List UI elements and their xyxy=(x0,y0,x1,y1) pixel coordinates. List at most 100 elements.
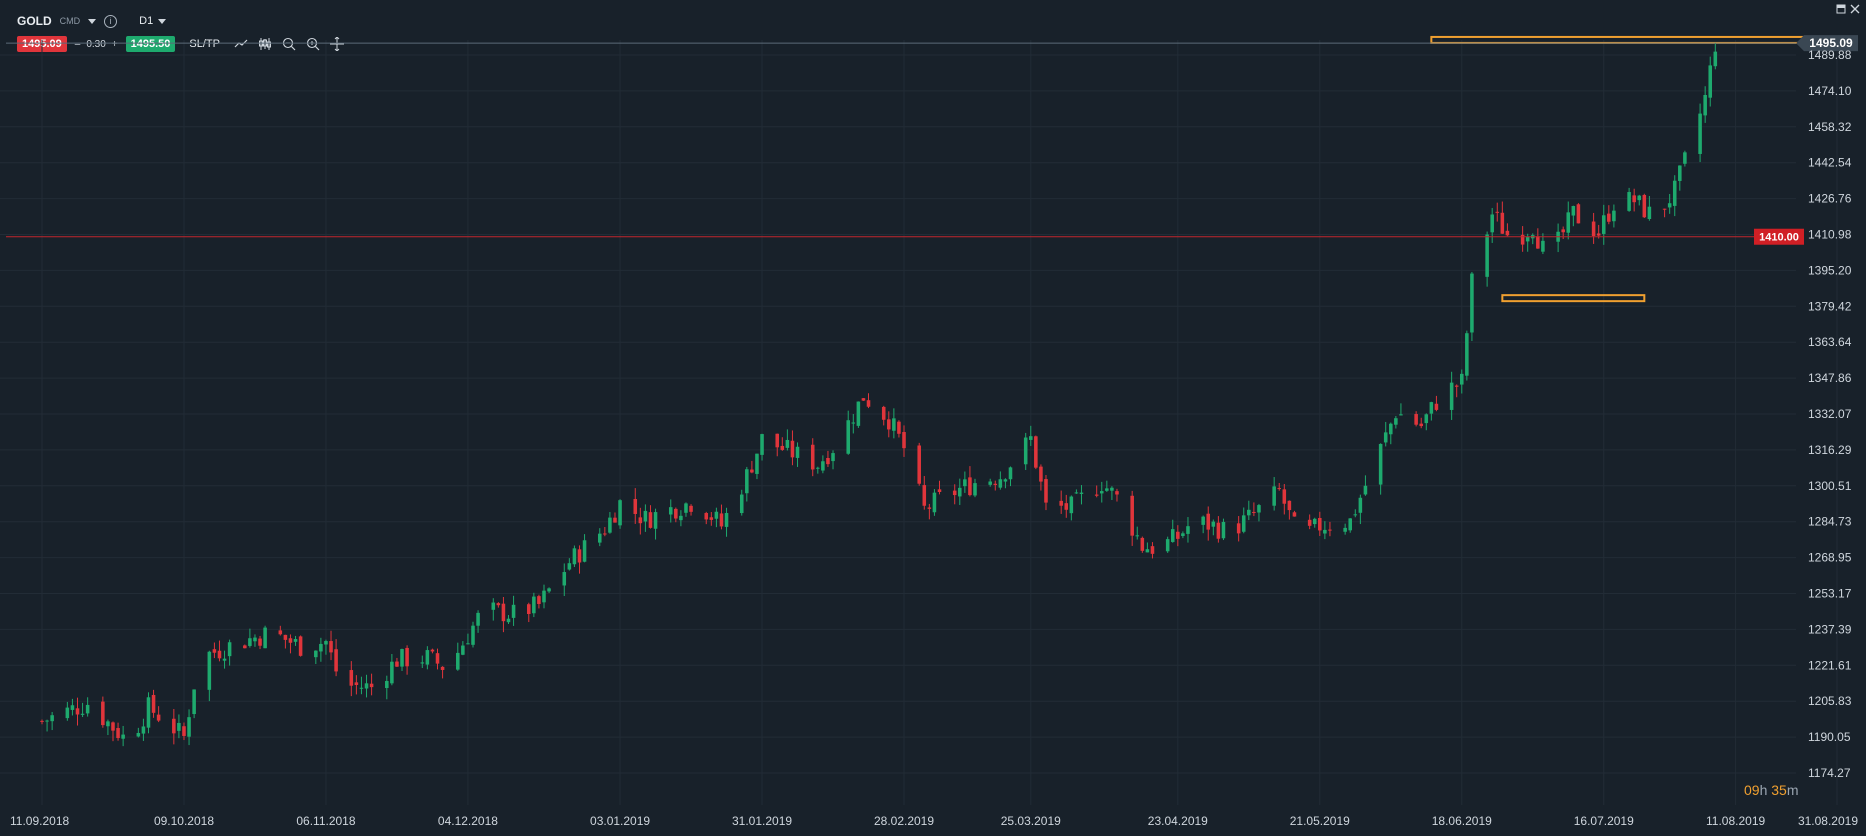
candle-body-38 xyxy=(314,650,318,658)
close-icon[interactable] xyxy=(1850,4,1860,14)
y-tick-label-7: 1379.42 xyxy=(1808,299,1852,313)
candle-body-96 xyxy=(719,513,724,527)
candle-body-35 xyxy=(288,638,293,643)
candle-body-42 xyxy=(334,649,338,672)
candle-body-27 xyxy=(227,642,232,657)
candle-body-63 xyxy=(491,602,496,610)
sell-button[interactable]: 1495.09 xyxy=(17,36,67,52)
increase-button[interactable]: + xyxy=(111,38,118,50)
candle-body-75 xyxy=(572,548,577,565)
candle-body-163 xyxy=(1201,516,1205,525)
candle-body-68 xyxy=(527,604,531,614)
instrument-dropdown-icon[interactable] xyxy=(88,18,97,24)
decrease-button[interactable]: – xyxy=(74,38,81,50)
candle-body-139 xyxy=(1028,436,1033,440)
y-tick-label-20: 1174.27 xyxy=(1808,766,1851,780)
candle-body-185 xyxy=(1353,514,1358,516)
candle-body-225 xyxy=(1637,195,1642,201)
candle-body-131 xyxy=(968,477,972,496)
candle-body-22 xyxy=(192,689,196,715)
candle-body-97 xyxy=(724,513,729,527)
sltp-button[interactable]: SL/TP xyxy=(189,38,220,50)
candle-body-160 xyxy=(1176,531,1180,539)
x-tick-label-12: 11.08.2019 xyxy=(1706,814,1765,828)
candle-body-6 xyxy=(80,713,85,715)
y-tick-label-18: 1205.83 xyxy=(1808,694,1852,708)
minimize-icon[interactable] xyxy=(1836,4,1846,14)
candle-body-16 xyxy=(151,694,156,713)
candle-body-116 xyxy=(861,398,866,401)
candle-body-148 xyxy=(1094,494,1099,496)
candle-body-211 xyxy=(1536,236,1540,249)
info-icon[interactable]: i xyxy=(104,14,118,28)
zoom-in-icon[interactable] xyxy=(306,37,320,51)
x-tick-label-2: 06.11.2018 xyxy=(296,814,355,828)
x-tick-label-4: 03.01.2019 xyxy=(590,814,650,828)
candle-body-222 xyxy=(1612,210,1616,222)
candle-body-25 xyxy=(217,650,222,659)
crosshair-icon[interactable] xyxy=(329,37,344,51)
line-chart-icon[interactable] xyxy=(234,37,248,51)
candle-body-191 xyxy=(1394,418,1398,425)
candle-body-229 xyxy=(1667,203,1672,208)
y-tick-label-9: 1347.86 xyxy=(1808,371,1852,385)
candle-body-95 xyxy=(714,511,719,519)
candle-body-124 xyxy=(922,485,927,506)
candle-body-92 xyxy=(689,505,693,512)
candle-body-135 xyxy=(998,479,1003,488)
volume-value[interactable]: 0.30 xyxy=(86,38,106,50)
candle-body-88 xyxy=(668,507,673,515)
candle-body-132 xyxy=(973,483,977,496)
candle-body-1 xyxy=(45,720,49,722)
zoom-out-icon[interactable] xyxy=(282,37,296,51)
candle-body-184 xyxy=(1348,518,1352,531)
candle-body-125 xyxy=(927,507,932,509)
timeframe-selector[interactable]: D1 xyxy=(139,15,167,27)
candle-body-142 xyxy=(1044,479,1048,503)
candle-body-161 xyxy=(1181,533,1185,536)
candle-body-113 xyxy=(846,420,851,454)
candle-body-60 xyxy=(466,643,470,645)
chart-tools xyxy=(234,37,344,51)
candle-body-108 xyxy=(810,444,815,470)
candle-body-234 xyxy=(1703,95,1707,116)
candle-body-126 xyxy=(932,492,937,513)
candle-body-166 xyxy=(1216,522,1221,539)
candle-body-85 xyxy=(643,510,648,522)
buy-button[interactable]: 1495.50 xyxy=(125,36,176,52)
candle-body-62 xyxy=(476,612,480,626)
candle-body-31 xyxy=(258,638,262,646)
price-line-label: 1410.00 xyxy=(1759,232,1799,244)
candle-body-164 xyxy=(1206,513,1211,530)
candle-body-150 xyxy=(1105,488,1109,491)
candle-body-165 xyxy=(1211,521,1216,527)
candle-body-190 xyxy=(1389,423,1393,435)
candle-body-86 xyxy=(648,512,653,528)
candle-body-114 xyxy=(851,422,856,424)
candle-body-155 xyxy=(1140,537,1145,551)
candle-body-141 xyxy=(1039,466,1043,482)
candle-body-214 xyxy=(1561,229,1565,233)
candle-body-51 xyxy=(400,649,404,667)
y-tick-label-19: 1190.05 xyxy=(1808,730,1851,744)
candle-body-74 xyxy=(567,563,572,570)
candle-body-10 xyxy=(111,722,115,731)
candle-body-40 xyxy=(324,641,328,645)
candle-body-111 xyxy=(826,457,830,465)
candle-body-12 xyxy=(121,734,125,739)
candle-body-8 xyxy=(101,701,105,726)
candle-body-29 xyxy=(248,638,252,646)
candle-body-50 xyxy=(395,661,399,667)
x-tick-label-5: 31.01.2019 xyxy=(732,814,792,828)
candle-body-36 xyxy=(293,639,298,642)
candle-body-170 xyxy=(1247,509,1251,516)
candle-body-119 xyxy=(887,419,891,430)
candlestick-icon[interactable] xyxy=(258,37,272,51)
candle-body-127 xyxy=(937,489,942,493)
candle-body-178 xyxy=(1307,519,1312,526)
x-tick-label-7: 25.03.2019 xyxy=(1001,814,1061,828)
candle-body-231 xyxy=(1678,165,1682,181)
level-rect-1 xyxy=(1501,294,1646,303)
instrument-symbol[interactable]: GOLD xyxy=(17,14,52,28)
